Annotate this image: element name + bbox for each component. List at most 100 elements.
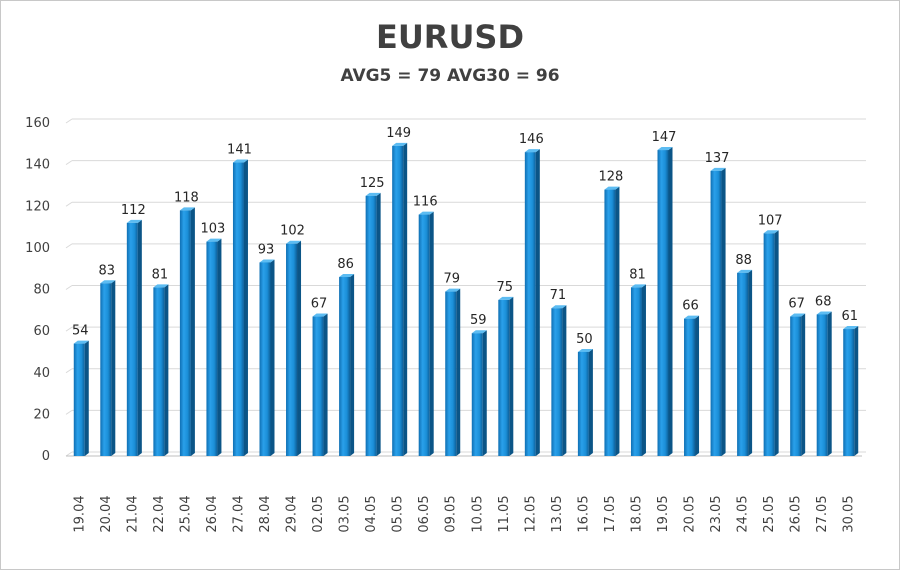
bar-side: [297, 240, 302, 456]
gridline-edge: [65, 285, 73, 290]
data-label: 67: [788, 297, 805, 312]
bar-side: [111, 280, 116, 456]
bar: [73, 343, 85, 456]
x-tick-label: 09.05: [444, 495, 459, 532]
bar: [259, 262, 271, 456]
bar-top: [286, 240, 302, 244]
bar-side: [668, 147, 673, 456]
x-tick-label: 24.05: [736, 495, 751, 532]
bar: [153, 287, 165, 456]
bar-top: [73, 340, 89, 344]
x-tick-label: 26.05: [789, 495, 804, 532]
bar-top: [737, 269, 753, 273]
bar: [790, 316, 802, 456]
gridline-edge: [65, 201, 73, 207]
x-tick-label: 21.04: [125, 495, 140, 532]
bar: [232, 162, 244, 456]
bar-side: [641, 284, 646, 456]
data-label: 112: [121, 203, 146, 218]
y-tick-label: 140: [25, 158, 50, 173]
bar: [737, 272, 749, 456]
gridline-edge: [65, 160, 73, 166]
bar-side: [721, 167, 726, 456]
bar-side: [509, 296, 514, 456]
bar-side: [217, 238, 222, 456]
bar-top: [630, 284, 646, 288]
bar: [577, 351, 589, 456]
bar-top: [471, 330, 487, 334]
bar-side: [270, 259, 275, 456]
bar-top: [232, 159, 248, 163]
chart-subtitle: AVG5 = 79 AVG30 = 96: [340, 66, 560, 86]
bar: [445, 291, 457, 456]
x-tick-label: 20.05: [683, 495, 698, 532]
bar-top: [684, 315, 700, 319]
bar-top: [392, 142, 408, 146]
data-label: 88: [735, 253, 752, 268]
x-tick-label: 10.05: [470, 495, 485, 532]
bar-side: [429, 211, 434, 456]
bar-top: [126, 219, 142, 223]
data-label: 83: [99, 263, 116, 278]
x-tick-label: 18.05: [629, 495, 644, 532]
data-label: 146: [519, 132, 544, 147]
bar: [630, 287, 642, 456]
bar-top: [445, 288, 461, 292]
bar-top: [418, 211, 434, 215]
bar-top: [551, 305, 567, 309]
bar: [206, 241, 218, 456]
x-tick-label: 19.05: [656, 495, 671, 532]
data-label: 141: [227, 143, 252, 158]
bar-top: [153, 284, 169, 288]
bar: [365, 195, 377, 456]
bar-top: [259, 259, 275, 263]
data-label: 68: [815, 294, 832, 309]
data-label: 50: [576, 332, 593, 347]
x-tick-label: 13.05: [550, 495, 565, 532]
bar-top: [816, 311, 832, 315]
x-tick-label: 26.04: [205, 495, 220, 532]
bar-top: [339, 274, 355, 278]
gridline-edge: [65, 409, 73, 415]
bar-top: [763, 230, 779, 234]
bar: [763, 233, 775, 456]
data-label: 75: [497, 280, 514, 295]
data-label: 107: [758, 213, 783, 228]
bar-top: [312, 313, 328, 317]
bar-top: [179, 207, 195, 211]
gridline-edge: [65, 118, 73, 124]
bar-top: [790, 313, 806, 317]
bar-top: [710, 167, 726, 171]
x-tick-label: 25.05: [762, 495, 777, 532]
data-label: 118: [174, 190, 199, 205]
bar-side: [482, 330, 487, 456]
bar: [524, 152, 536, 456]
bar: [179, 210, 191, 456]
y-tick-label: 0: [42, 449, 50, 464]
bar: [339, 277, 351, 456]
bar: [710, 170, 722, 456]
bar-side: [801, 313, 806, 456]
bar-side: [403, 142, 408, 457]
y-tick-label: 40: [33, 366, 50, 381]
x-tick-label: 29.04: [285, 495, 300, 532]
bar-side: [190, 207, 195, 456]
chart-title: EURUSD: [375, 18, 525, 56]
bar: [843, 329, 855, 456]
bar: [312, 316, 324, 456]
data-label: 71: [550, 288, 567, 303]
x-tick-label: 20.04: [99, 495, 114, 532]
x-axis: 19.04 20.04 21.04 22.04 25.04 26.04 27.04 28.04…: [72, 495, 856, 532]
bar: [657, 150, 669, 456]
gridline-edge: [65, 326, 73, 332]
bar-side: [535, 149, 540, 456]
bar: [551, 308, 563, 456]
data-label: 79: [443, 272, 460, 287]
bar-side: [562, 305, 567, 456]
gridline-edge: [65, 451, 73, 457]
data-label: 61: [841, 309, 858, 324]
data-label: 67: [311, 297, 328, 312]
x-tick-label: 23.05: [709, 495, 724, 532]
data-label: 59: [470, 313, 487, 328]
bar-side: [615, 186, 620, 456]
